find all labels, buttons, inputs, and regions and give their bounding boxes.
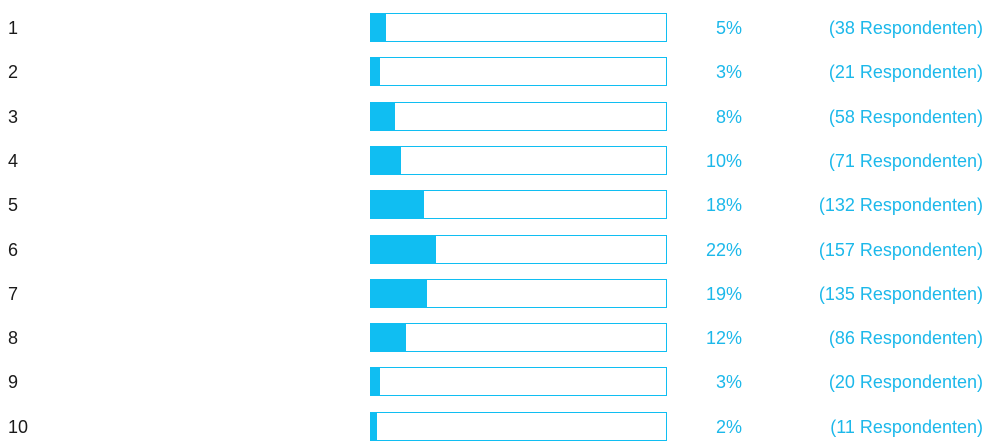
bar-track <box>370 13 667 42</box>
bar-track <box>370 57 667 86</box>
category-label: 8 <box>8 328 19 348</box>
respondents-label: (86 Respondenten) <box>828 328 983 348</box>
percent-label: 2% <box>715 417 742 437</box>
category-label: 6 <box>8 240 19 260</box>
category-label: 10 <box>8 417 29 437</box>
percent-label: 8% <box>715 107 742 127</box>
respondents-label: (21 Respondenten) <box>828 62 983 82</box>
bar-track <box>370 279 667 308</box>
respondents-label: (132 Respondenten) <box>818 195 983 215</box>
respondents-label: (157 Respondenten) <box>818 240 983 260</box>
respondents-label: (38 Respondenten) <box>828 18 983 38</box>
chart-row: 4 10% (71 Respondenten) <box>0 146 1001 177</box>
respondents-label: (135 Respondenten) <box>818 284 983 304</box>
percent-label: 19% <box>705 284 742 304</box>
bar-fill <box>371 280 428 307</box>
category-label: 4 <box>8 151 19 171</box>
bar-track <box>370 323 667 352</box>
percent-label: 12% <box>705 328 742 348</box>
bar-fill <box>371 324 407 351</box>
percent-label: 3% <box>715 62 742 82</box>
bar-fill <box>371 368 380 395</box>
bar-fill <box>371 191 425 218</box>
chart-row: 3 8% (58 Respondenten) <box>0 102 1001 133</box>
respondents-label: (71 Respondenten) <box>828 151 983 171</box>
bar-track <box>370 102 667 131</box>
chart-row: 7 19% (135 Respondenten) <box>0 279 1001 310</box>
chart-row: 2 3% (21 Respondenten) <box>0 57 1001 88</box>
percent-label: 18% <box>705 195 742 215</box>
percent-label: 10% <box>705 151 742 171</box>
bar-track <box>370 146 667 175</box>
bar-fill <box>371 103 395 130</box>
bar-fill <box>371 58 380 85</box>
chart-row: 5 18% (132 Respondenten) <box>0 190 1001 221</box>
chart-row: 6 22% (157 Respondenten) <box>0 235 1001 266</box>
chart-row: 8 12% (86 Respondenten) <box>0 323 1001 354</box>
bar-track <box>370 412 667 441</box>
category-label: 1 <box>8 18 19 38</box>
respondents-label: (20 Respondenten) <box>828 372 983 392</box>
category-label: 7 <box>8 284 19 304</box>
bar-track <box>370 190 667 219</box>
category-label: 5 <box>8 195 19 215</box>
bar-track <box>370 367 667 396</box>
bar-fill <box>371 236 436 263</box>
category-label: 2 <box>8 62 19 82</box>
chart-row: 1 5% (38 Respondenten) <box>0 13 1001 44</box>
bar-fill <box>371 413 377 440</box>
percent-label: 22% <box>705 240 742 260</box>
category-label: 9 <box>8 372 19 392</box>
chart-row: 10 2% (11 Respondenten) <box>0 412 1001 443</box>
bar-fill <box>371 14 386 41</box>
bar-track <box>370 235 667 264</box>
percent-label: 3% <box>715 372 742 392</box>
bar-fill <box>371 147 401 174</box>
percent-label: 5% <box>715 18 742 38</box>
category-label: 3 <box>8 107 19 127</box>
respondents-label: (58 Respondenten) <box>828 107 983 127</box>
chart-row: 9 3% (20 Respondenten) <box>0 367 1001 398</box>
respondents-label: (11 Respondenten) <box>830 417 983 437</box>
